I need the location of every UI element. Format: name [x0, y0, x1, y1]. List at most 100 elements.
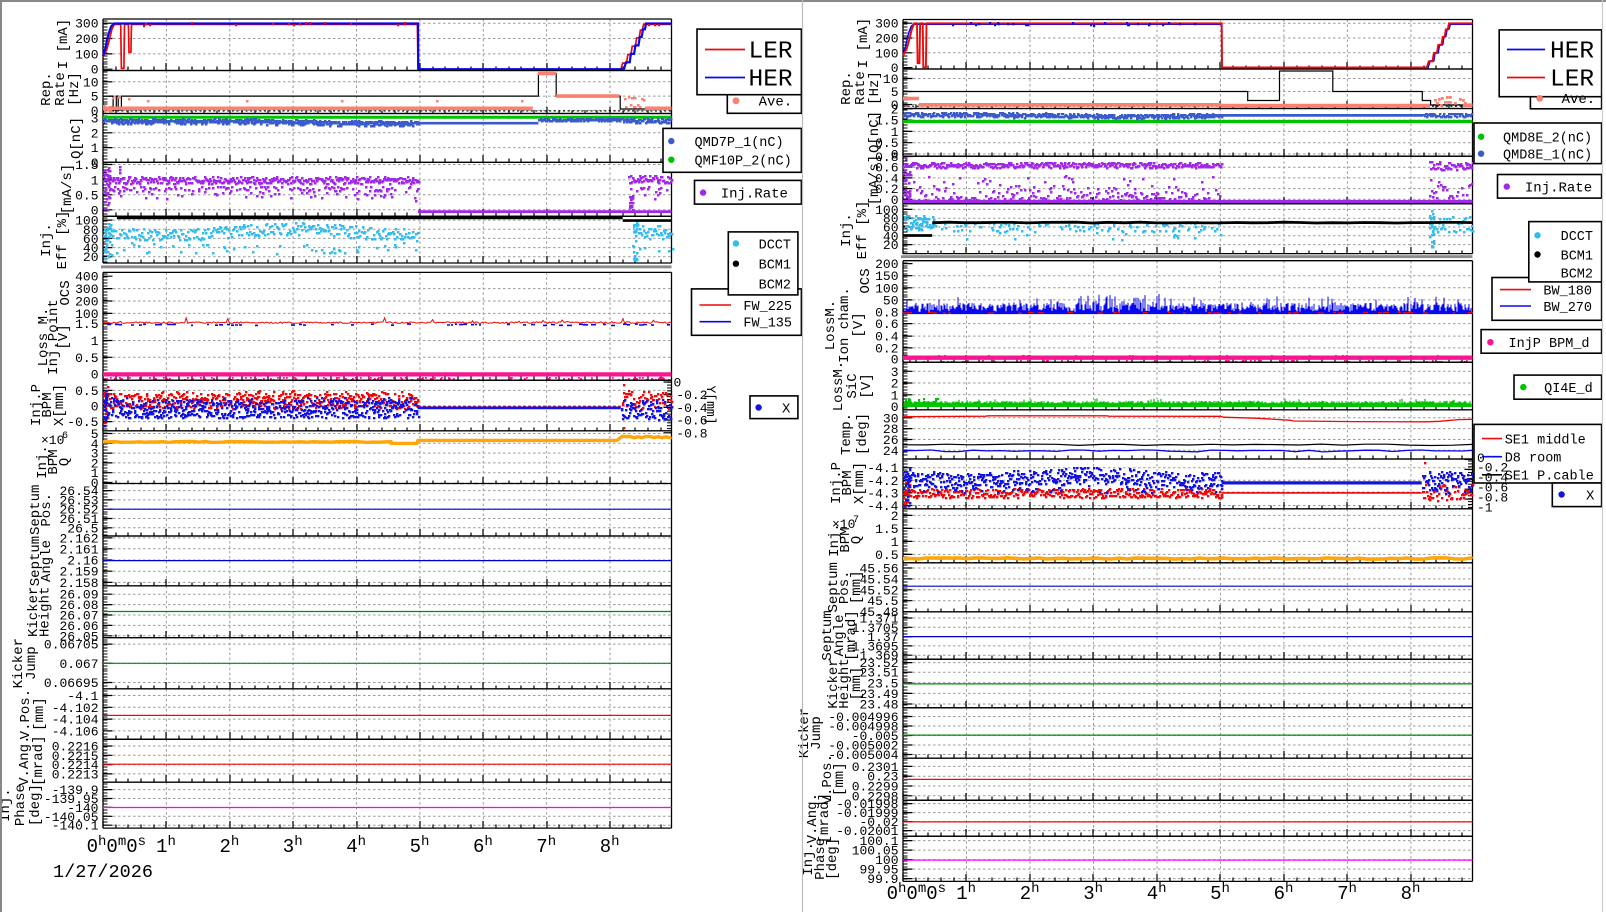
svg-text:BW_270: BW_270 — [1543, 301, 1592, 316]
svg-text:[mA/s]: [mA/s] — [60, 164, 76, 214]
svg-text:Q[nC]: Q[nC] — [69, 117, 85, 159]
svg-text:Inj.Point: Inj.Point — [46, 299, 62, 375]
svg-text:×10: ×10 — [832, 517, 855, 532]
svg-text:X: X — [1586, 488, 1595, 504]
svg-text:100: 100 — [875, 281, 898, 296]
svg-text:3: 3 — [91, 447, 99, 462]
svg-text:10: 10 — [83, 75, 99, 90]
svg-text:200: 200 — [75, 295, 98, 310]
svg-text:1: 1 — [891, 125, 899, 140]
svg-text:Kicker: Kicker — [26, 587, 42, 637]
svg-text:×10: ×10 — [41, 433, 64, 448]
svg-text:0: 0 — [1477, 451, 1485, 466]
svg-text:0.5: 0.5 — [75, 351, 98, 366]
svg-text:Inj.: Inj. — [35, 445, 51, 479]
svg-text:I [mA]: I [mA] — [56, 19, 72, 69]
svg-text:-4.104: -4.104 — [52, 713, 99, 728]
svg-text:Inj.: Inj. — [839, 213, 855, 247]
svg-text:0.2: 0.2 — [875, 341, 898, 356]
svg-text:Temp.: Temp. — [839, 413, 855, 455]
svg-text:0: 0 — [91, 203, 99, 218]
svg-text:0: 0 — [891, 148, 899, 163]
svg-text:7: 7 — [853, 515, 859, 526]
svg-text:1.371: 1.371 — [859, 612, 898, 627]
svg-text:-0.6: -0.6 — [676, 414, 707, 429]
svg-text:Inj.P: Inj.P — [29, 384, 45, 426]
svg-text:-4.102: -4.102 — [52, 701, 99, 716]
svg-text:0: 0 — [891, 353, 899, 368]
svg-text:-140.05: -140.05 — [44, 810, 99, 825]
svg-text:23.5: 23.5 — [867, 676, 898, 691]
svg-text:Rate: Rate — [853, 71, 869, 105]
svg-text:QI4E_d: QI4E_d — [1544, 382, 1593, 397]
svg-text:2: 2 — [891, 102, 899, 117]
svg-text:1.5: 1.5 — [75, 317, 98, 332]
svg-text:Inj.P: Inj.P — [829, 462, 845, 504]
svg-text:LossM.: LossM. — [823, 300, 839, 350]
svg-text:-0.01998: -0.01998 — [836, 797, 898, 812]
svg-text:30: 30 — [883, 411, 899, 426]
svg-text:99.9: 99.9 — [867, 872, 898, 887]
svg-text:1: 1 — [91, 173, 99, 188]
svg-text:Septum: Septum — [826, 562, 842, 612]
svg-text:0.2214: 0.2214 — [52, 758, 99, 773]
svg-text:-0.2: -0.2 — [1477, 461, 1508, 476]
svg-text:0.2301: 0.2301 — [852, 760, 899, 775]
svg-text:LER: LER — [749, 39, 793, 66]
svg-text:23.51: 23.51 — [859, 666, 898, 681]
svg-text:I [mA]: I [mA] — [856, 18, 872, 68]
svg-text:[V]: [V] — [56, 324, 72, 349]
svg-text:[mm]: [mm] — [849, 667, 865, 701]
svg-text:0.4: 0.4 — [875, 330, 899, 345]
svg-text:3: 3 — [91, 112, 99, 127]
svg-text:Kicker: Kicker — [11, 638, 27, 688]
svg-text:4: 4 — [91, 437, 99, 452]
svg-text:-4.4: -4.4 — [867, 499, 898, 514]
svg-text:1.5: 1.5 — [75, 158, 98, 173]
svg-text:0: 0 — [91, 63, 99, 78]
svg-text:[mm]: [mm] — [849, 570, 865, 604]
svg-text:FW_135: FW_135 — [743, 317, 792, 332]
svg-text:0: 0 — [91, 476, 99, 491]
svg-text:-0.005: -0.005 — [852, 729, 899, 744]
svg-text:Angle: Angle — [39, 540, 55, 582]
svg-text:2.16: 2.16 — [67, 554, 98, 569]
svg-text:45.5: 45.5 — [867, 594, 898, 609]
svg-text:0.5: 0.5 — [875, 136, 898, 151]
svg-text:SE1 middle: SE1 middle — [1505, 433, 1586, 448]
svg-text:23.49: 23.49 — [859, 687, 898, 702]
svg-text:HER: HER — [1550, 39, 1594, 66]
svg-text:200: 200 — [875, 32, 898, 47]
svg-text:26.5: 26.5 — [67, 521, 98, 536]
svg-text:0.06695: 0.06695 — [44, 676, 99, 691]
svg-text:26.09: 26.09 — [59, 588, 98, 603]
svg-text:DCCT: DCCT — [759, 238, 791, 253]
svg-text:OCS: OCS — [858, 268, 874, 293]
svg-text:1.5: 1.5 — [875, 522, 898, 537]
svg-text:[mA/s]: [mA/s] — [867, 155, 883, 205]
svg-text:[deg]: [deg] — [28, 784, 44, 826]
svg-text:HER: HER — [749, 67, 793, 94]
svg-text:Loss M.: Loss M. — [36, 308, 52, 367]
svg-text:BPM: BPM — [46, 449, 62, 474]
svg-text:-0.6: -0.6 — [1477, 481, 1508, 496]
svg-text:80: 80 — [83, 223, 99, 238]
svg-text:Rep.: Rep. — [39, 72, 55, 106]
svg-text:99.95: 99.95 — [859, 863, 898, 878]
svg-text:0.5: 0.5 — [875, 548, 898, 563]
svg-text:X: X — [782, 401, 791, 417]
svg-text:-0.5: -0.5 — [67, 415, 98, 430]
svg-text:0.23: 0.23 — [867, 770, 898, 785]
svg-text:28: 28 — [883, 422, 899, 437]
svg-text:BCM1: BCM1 — [1561, 249, 1593, 264]
svg-text:Q: Q — [57, 458, 73, 466]
svg-text:Angle: Angle — [832, 614, 848, 656]
svg-text:0.2216: 0.2216 — [52, 740, 99, 755]
svg-text:0.5: 0.5 — [75, 188, 98, 203]
svg-text:-0.02001: -0.02001 — [836, 824, 899, 839]
svg-text:1.3705: 1.3705 — [852, 621, 899, 636]
svg-text:1/27/2026: 1/27/2026 — [53, 862, 153, 883]
svg-text:1.5: 1.5 — [875, 114, 898, 129]
svg-text:200: 200 — [875, 257, 898, 272]
svg-text:0: 0 — [674, 376, 682, 391]
